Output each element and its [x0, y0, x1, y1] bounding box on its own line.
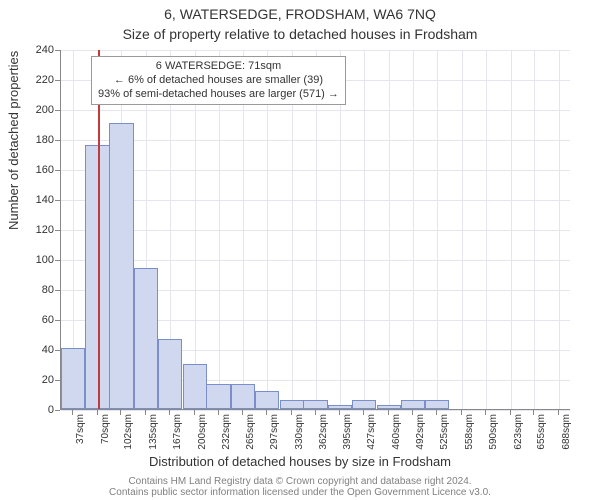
x-tick-mark	[120, 410, 121, 415]
chart-container: 6, WATERSEDGE, FRODSHAM, WA6 7NQ Size of…	[0, 0, 600, 500]
gridline-v	[462, 50, 463, 409]
x-tick-mark	[194, 410, 195, 415]
callout-line1: 6 WATERSEDGE: 71sqm	[98, 60, 339, 74]
histogram-bar	[352, 400, 376, 409]
histogram-bar	[206, 384, 230, 410]
x-tick-mark	[485, 410, 486, 415]
x-tick-label: 70sqm	[100, 414, 111, 464]
histogram-bar	[280, 400, 304, 409]
histogram-bar	[61, 348, 85, 410]
x-tick-mark	[339, 410, 340, 415]
y-tick-label: 200	[14, 104, 54, 116]
plot-area: 6 WATERSEDGE: 71sqm ← 6% of detached hou…	[60, 50, 570, 410]
y-tick-label: 20	[14, 374, 54, 386]
y-tick-label: 240	[14, 44, 54, 56]
histogram-bar	[377, 405, 401, 410]
y-tick-label: 180	[14, 134, 54, 146]
x-tick-mark	[363, 410, 364, 415]
chart-title-sub: Size of property relative to detached ho…	[0, 26, 600, 42]
x-tick-label: 135sqm	[148, 414, 159, 464]
x-tick-mark	[461, 410, 462, 415]
x-tick-label: 525sqm	[439, 414, 450, 464]
gridline-v	[389, 50, 390, 409]
x-tick-mark	[533, 410, 534, 415]
x-tick-mark	[315, 410, 316, 415]
y-tick-label: 0	[14, 404, 54, 416]
x-tick-label: 200sqm	[197, 414, 208, 464]
y-tick-label: 80	[14, 284, 54, 296]
gridline-v	[511, 50, 512, 409]
x-tick-label: 590sqm	[488, 414, 499, 464]
x-tick-label: 297sqm	[269, 414, 280, 464]
gridline-v	[413, 50, 414, 409]
gridline-v	[437, 50, 438, 409]
x-tick-label: 623sqm	[513, 414, 524, 464]
histogram-bar	[303, 400, 327, 409]
x-tick-label: 330sqm	[294, 414, 305, 464]
x-tick-label: 655sqm	[536, 414, 547, 464]
histogram-bar	[255, 391, 279, 409]
attribution-line1: Contains HM Land Registry data © Crown c…	[0, 476, 600, 487]
gridline-v	[486, 50, 487, 409]
histogram-bar	[401, 400, 425, 409]
y-tick-label: 140	[14, 194, 54, 206]
histogram-bar	[158, 339, 182, 410]
x-tick-mark	[558, 410, 559, 415]
x-tick-label: 37sqm	[75, 414, 86, 464]
x-tick-mark	[97, 410, 98, 415]
x-tick-label: 688sqm	[561, 414, 572, 464]
x-tick-mark	[412, 410, 413, 415]
histogram-bar	[183, 364, 207, 409]
histogram-bar	[328, 405, 352, 410]
y-tick-label: 220	[14, 74, 54, 86]
x-tick-mark	[72, 410, 73, 415]
x-tick-label: 558sqm	[464, 414, 475, 464]
x-tick-mark	[266, 410, 267, 415]
x-tick-label: 102sqm	[123, 414, 134, 464]
attribution-line2: Contains public sector information licen…	[0, 487, 600, 498]
x-tick-mark	[145, 410, 146, 415]
x-tick-mark	[242, 410, 243, 415]
y-tick-label: 100	[14, 254, 54, 266]
histogram-bar	[109, 123, 133, 410]
y-tick-label: 40	[14, 344, 54, 356]
y-tick-label: 60	[14, 314, 54, 326]
x-tick-mark	[169, 410, 170, 415]
attribution: Contains HM Land Registry data © Crown c…	[0, 476, 600, 498]
gridline-v	[534, 50, 535, 409]
x-tick-mark	[388, 410, 389, 415]
histogram-bar	[134, 268, 158, 409]
chart-title-main: 6, WATERSEDGE, FRODSHAM, WA6 7NQ	[0, 6, 600, 22]
x-tick-label: 232sqm	[221, 414, 232, 464]
gridline-v	[364, 50, 365, 409]
x-tick-label: 362sqm	[318, 414, 329, 464]
callout-box: 6 WATERSEDGE: 71sqm ← 6% of detached hou…	[91, 56, 346, 105]
x-tick-label: 460sqm	[391, 414, 402, 464]
x-tick-mark	[436, 410, 437, 415]
histogram-bar	[425, 400, 449, 409]
x-tick-label: 395sqm	[342, 414, 353, 464]
x-tick-label: 427sqm	[366, 414, 377, 464]
callout-line2: ← 6% of detached houses are smaller (39)	[98, 74, 339, 88]
histogram-bar	[231, 384, 255, 410]
x-tick-label: 167sqm	[172, 414, 183, 464]
y-tick-label: 120	[14, 224, 54, 236]
x-tick-label: 265sqm	[245, 414, 256, 464]
gridline-v	[559, 50, 560, 409]
x-tick-mark	[510, 410, 511, 415]
callout-line3: 93% of semi-detached houses are larger (…	[98, 88, 339, 102]
x-tick-mark	[291, 410, 292, 415]
y-tick-label: 160	[14, 164, 54, 176]
x-tick-label: 492sqm	[415, 414, 426, 464]
x-tick-mark	[218, 410, 219, 415]
